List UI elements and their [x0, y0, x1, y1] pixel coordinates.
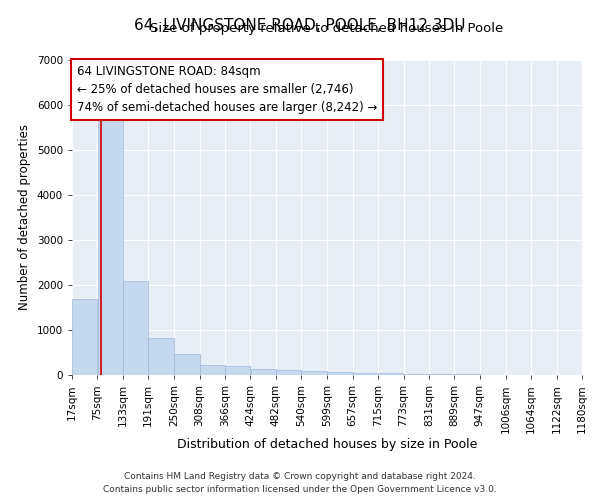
Bar: [200, 364, 225, 375]
Bar: [429, 374, 454, 375]
Title: Size of property relative to detached houses in Poole: Size of property relative to detached ho…: [151, 22, 503, 35]
Bar: [123, 280, 148, 375]
Bar: [353, 373, 378, 375]
Bar: [455, 374, 480, 375]
X-axis label: Distribution of detached houses by size in Poole: Distribution of detached houses by size …: [177, 438, 477, 452]
Bar: [378, 373, 403, 375]
Text: 64, LIVINGSTONE ROAD, POOLE, BH12 3DU: 64, LIVINGSTONE ROAD, POOLE, BH12 3DU: [134, 18, 466, 32]
Bar: [301, 372, 327, 375]
Text: Contains HM Land Registry data © Crown copyright and database right 2024.
Contai: Contains HM Land Registry data © Crown c…: [103, 472, 497, 494]
Text: 64 LIVINGSTONE ROAD: 84sqm
← 25% of detached houses are smaller (2,746)
74% of s: 64 LIVINGSTONE ROAD: 84sqm ← 25% of deta…: [77, 64, 377, 114]
Bar: [174, 354, 199, 375]
Bar: [404, 374, 429, 375]
Bar: [251, 369, 276, 375]
Bar: [225, 366, 250, 375]
Bar: [276, 370, 301, 375]
Bar: [148, 338, 174, 375]
Y-axis label: Number of detached properties: Number of detached properties: [18, 124, 31, 310]
Bar: [98, 96, 123, 375]
Bar: [72, 298, 97, 375]
Bar: [328, 372, 353, 375]
